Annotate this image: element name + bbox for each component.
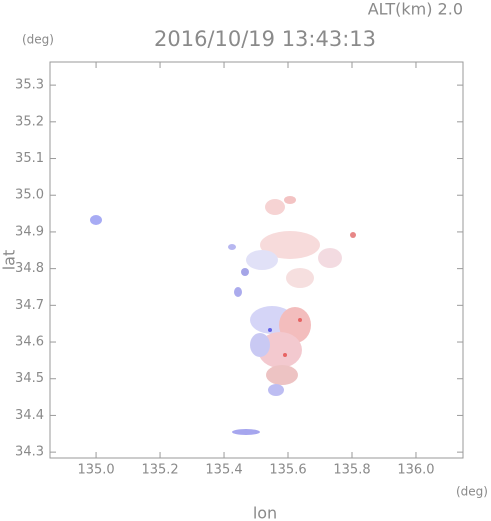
echo	[90, 215, 102, 225]
echo	[268, 328, 272, 332]
echo	[265, 199, 285, 215]
y-tick-label: 34.4	[15, 408, 44, 423]
chart-title: 2016/10/19 13:43:13	[154, 27, 376, 51]
y-tick-label: 34.8	[15, 261, 44, 276]
x-tick-label: 135.6	[269, 463, 306, 478]
x-axis-label: lon	[253, 504, 277, 521]
x-tick-label: 135.2	[141, 463, 178, 478]
echo	[350, 232, 356, 238]
y-unit: (deg)	[22, 33, 54, 47]
echo-blobs	[90, 196, 356, 435]
echo	[318, 248, 342, 268]
y-tick-label: 34.9	[15, 224, 44, 239]
echo	[283, 353, 287, 357]
echo	[268, 384, 284, 396]
y-tick-label: 34.6	[15, 335, 44, 350]
x-tick-label: 136.0	[397, 463, 434, 478]
y-tick-label: 35.2	[15, 114, 44, 129]
y-tick-label: 35.0	[15, 188, 44, 203]
x-unit: (deg)	[456, 485, 488, 499]
x-tick-label: 135.8	[333, 463, 370, 478]
echo	[286, 268, 314, 288]
plot-frame	[49, 61, 464, 459]
x-tick-label: 135.4	[205, 463, 242, 478]
echo	[260, 231, 320, 259]
y-axis-label: lat	[0, 250, 19, 271]
echo	[266, 365, 298, 385]
echo	[250, 333, 270, 357]
y-tick-label: 35.3	[15, 78, 44, 93]
x-tick-label: 135.0	[77, 463, 114, 478]
y-tick-label: 34.5	[15, 371, 44, 386]
echo	[298, 318, 302, 322]
altitude-label: ALT(km) 2.0	[368, 0, 463, 19]
y-tick-label: 35.1	[15, 151, 44, 166]
echo	[284, 196, 296, 204]
echo	[234, 287, 242, 297]
echo	[228, 244, 236, 250]
echo	[241, 268, 249, 276]
echo	[232, 429, 260, 435]
y-tick-label: 34.3	[15, 445, 44, 460]
y-tick-label: 34.7	[15, 298, 44, 313]
echo	[246, 250, 278, 270]
